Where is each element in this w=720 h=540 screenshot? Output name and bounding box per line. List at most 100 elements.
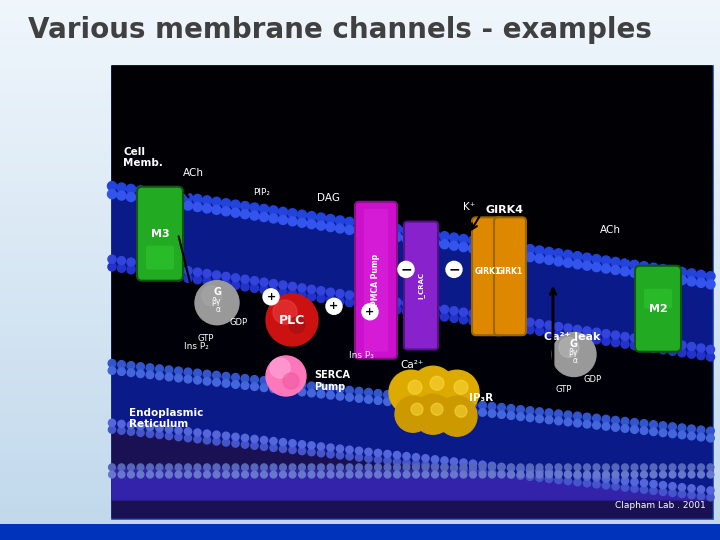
Circle shape xyxy=(242,464,248,471)
Text: G: G xyxy=(570,340,578,349)
Circle shape xyxy=(412,309,420,317)
Circle shape xyxy=(488,313,496,321)
Circle shape xyxy=(336,393,344,400)
Circle shape xyxy=(213,471,220,478)
Circle shape xyxy=(526,473,534,481)
Circle shape xyxy=(431,238,439,247)
Circle shape xyxy=(269,214,278,223)
Circle shape xyxy=(279,207,287,217)
Circle shape xyxy=(687,269,696,278)
Circle shape xyxy=(612,423,619,431)
Circle shape xyxy=(706,280,715,289)
Circle shape xyxy=(649,337,657,345)
Circle shape xyxy=(555,476,562,484)
Polygon shape xyxy=(112,428,712,518)
Circle shape xyxy=(156,464,163,471)
Circle shape xyxy=(678,341,686,349)
Circle shape xyxy=(326,288,335,296)
Circle shape xyxy=(266,294,318,346)
Circle shape xyxy=(660,471,667,478)
Circle shape xyxy=(408,380,422,394)
Circle shape xyxy=(469,236,477,245)
Circle shape xyxy=(307,389,315,397)
Circle shape xyxy=(193,194,202,204)
FancyBboxPatch shape xyxy=(355,202,397,359)
Circle shape xyxy=(212,279,220,287)
Circle shape xyxy=(621,471,629,478)
Circle shape xyxy=(546,464,552,471)
Circle shape xyxy=(346,291,354,299)
Circle shape xyxy=(127,184,135,193)
Circle shape xyxy=(117,256,125,265)
Circle shape xyxy=(345,225,354,234)
Circle shape xyxy=(232,433,239,441)
Circle shape xyxy=(451,464,457,471)
Circle shape xyxy=(374,449,382,456)
Circle shape xyxy=(688,432,696,440)
Circle shape xyxy=(137,471,144,478)
Circle shape xyxy=(156,471,163,478)
Circle shape xyxy=(449,241,459,250)
Circle shape xyxy=(299,471,305,478)
Text: Ca²⁺: Ca²⁺ xyxy=(400,360,423,370)
Circle shape xyxy=(356,464,362,471)
Circle shape xyxy=(516,243,525,252)
Circle shape xyxy=(479,461,486,468)
Circle shape xyxy=(108,360,116,367)
Circle shape xyxy=(422,395,429,403)
Circle shape xyxy=(137,267,145,275)
Circle shape xyxy=(398,261,414,278)
Circle shape xyxy=(251,276,258,285)
Circle shape xyxy=(517,464,524,471)
Circle shape xyxy=(326,214,335,224)
Circle shape xyxy=(165,373,173,381)
Circle shape xyxy=(602,338,610,346)
Circle shape xyxy=(488,410,496,417)
Circle shape xyxy=(260,384,268,392)
Circle shape xyxy=(564,477,572,485)
Circle shape xyxy=(164,190,174,199)
Circle shape xyxy=(402,234,411,243)
Circle shape xyxy=(498,314,505,322)
Circle shape xyxy=(460,459,467,466)
Circle shape xyxy=(650,487,657,495)
Circle shape xyxy=(194,436,201,443)
Circle shape xyxy=(536,408,544,415)
Circle shape xyxy=(289,464,296,471)
Text: GDP: GDP xyxy=(229,318,247,327)
Circle shape xyxy=(136,186,145,195)
Circle shape xyxy=(384,464,391,471)
Circle shape xyxy=(137,464,144,471)
Circle shape xyxy=(317,221,325,230)
Circle shape xyxy=(508,464,514,471)
Circle shape xyxy=(650,481,657,488)
Circle shape xyxy=(659,265,667,274)
Circle shape xyxy=(273,300,297,324)
Circle shape xyxy=(279,281,287,289)
Circle shape xyxy=(554,410,562,417)
Circle shape xyxy=(202,286,222,306)
Circle shape xyxy=(479,471,486,478)
Circle shape xyxy=(706,434,714,442)
Circle shape xyxy=(308,442,315,449)
Circle shape xyxy=(603,482,610,489)
Circle shape xyxy=(326,222,335,232)
Circle shape xyxy=(118,420,125,428)
Circle shape xyxy=(394,471,400,478)
Circle shape xyxy=(204,471,210,478)
Circle shape xyxy=(639,270,649,279)
Circle shape xyxy=(639,262,649,271)
Circle shape xyxy=(261,436,268,444)
Text: Clapham Lab . 2001: Clapham Lab . 2001 xyxy=(616,502,706,510)
Circle shape xyxy=(421,302,430,310)
Circle shape xyxy=(688,342,696,350)
Circle shape xyxy=(640,420,648,427)
Circle shape xyxy=(118,427,125,434)
Circle shape xyxy=(308,471,315,478)
Circle shape xyxy=(279,379,287,387)
Circle shape xyxy=(298,292,306,300)
Circle shape xyxy=(109,471,115,478)
Circle shape xyxy=(279,215,287,225)
Circle shape xyxy=(212,372,220,379)
Circle shape xyxy=(374,230,382,239)
